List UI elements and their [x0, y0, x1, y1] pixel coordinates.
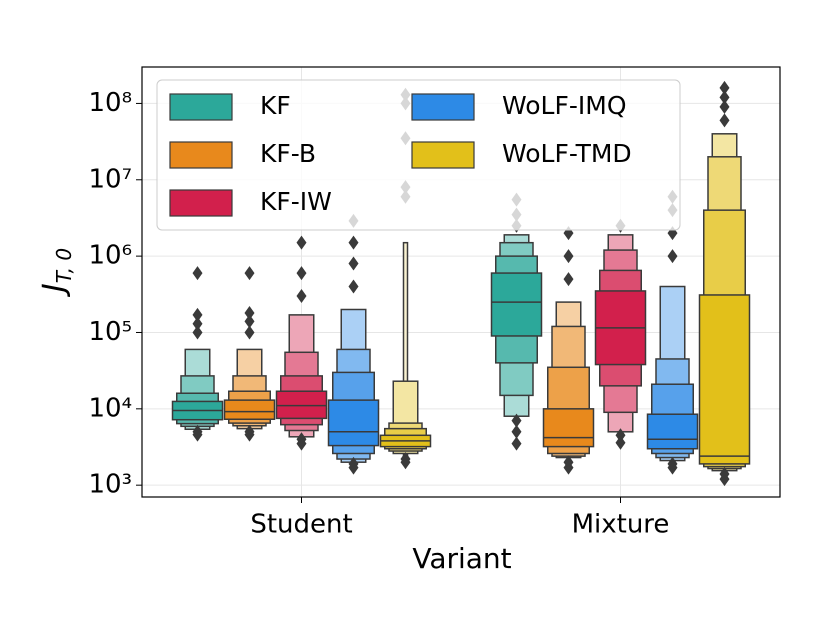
box-level	[275, 390, 328, 420]
outlier	[563, 455, 574, 470]
legend-label: KF	[260, 91, 291, 120]
outlier	[244, 325, 255, 340]
y-tick-label: 10⁷	[88, 164, 132, 194]
outlier	[192, 325, 203, 340]
y-label-sub: T, 0	[52, 248, 76, 283]
outlier	[719, 90, 730, 105]
outlier	[192, 424, 203, 439]
box-level	[223, 399, 276, 421]
outlier	[296, 266, 307, 281]
legend-label: KF-IW	[260, 187, 332, 216]
box-level	[490, 272, 543, 337]
y-tick-label: 10⁸	[88, 88, 132, 118]
y-tick-label: 10⁵	[88, 317, 132, 347]
outlier	[244, 424, 255, 439]
outlier	[192, 316, 203, 331]
x-axis-label: Variant	[412, 542, 511, 575]
legend-label: WoLF-IMQ	[502, 91, 627, 120]
legend-label: WoLF-TMD	[502, 139, 632, 168]
outlier	[511, 436, 522, 451]
y-tick-label: 10⁴	[88, 393, 132, 423]
outlier	[296, 432, 307, 447]
outlier	[667, 456, 678, 471]
outlier	[719, 80, 730, 95]
outlier	[296, 235, 307, 250]
outlier	[348, 235, 359, 250]
outlier	[563, 249, 574, 264]
outlier	[348, 456, 359, 471]
box-level	[327, 399, 380, 447]
outlier	[348, 279, 359, 294]
y-label-main: J	[37, 283, 72, 297]
legend-swatch	[169, 189, 233, 217]
outlier	[192, 266, 203, 281]
outlier	[511, 413, 522, 428]
legend-swatch	[411, 93, 475, 121]
legend-swatch	[169, 141, 233, 169]
outlier	[563, 272, 574, 287]
outlier	[719, 467, 730, 482]
outlier	[244, 314, 255, 329]
outlier	[667, 249, 678, 264]
outlier	[244, 305, 255, 320]
legend: KF KF-B KF-IW WoLF-IMQ WoLF-TMD	[156, 79, 681, 231]
y-tick-label: 10³	[88, 470, 132, 500]
outlier	[719, 113, 730, 128]
outlier	[615, 428, 626, 443]
legend-label: KF-B	[260, 139, 316, 168]
x-tick-label: Student	[250, 510, 352, 540]
legend-swatch	[169, 93, 233, 121]
outlier	[192, 307, 203, 322]
outlier	[719, 99, 730, 114]
outlier	[615, 435, 626, 450]
outlier	[400, 452, 411, 467]
outlier	[244, 266, 255, 281]
outlier	[511, 424, 522, 439]
plot-frame	[141, 66, 781, 498]
outlier	[296, 289, 307, 304]
box-level	[698, 294, 751, 465]
x-tick-label: Mixture	[572, 510, 670, 540]
y-tick-label: 10⁶	[88, 241, 132, 271]
legend-swatch	[411, 141, 475, 169]
outlier	[348, 256, 359, 271]
box-level	[646, 413, 699, 450]
box-level	[542, 408, 595, 448]
y-axis-label: JT, 0	[37, 248, 76, 297]
